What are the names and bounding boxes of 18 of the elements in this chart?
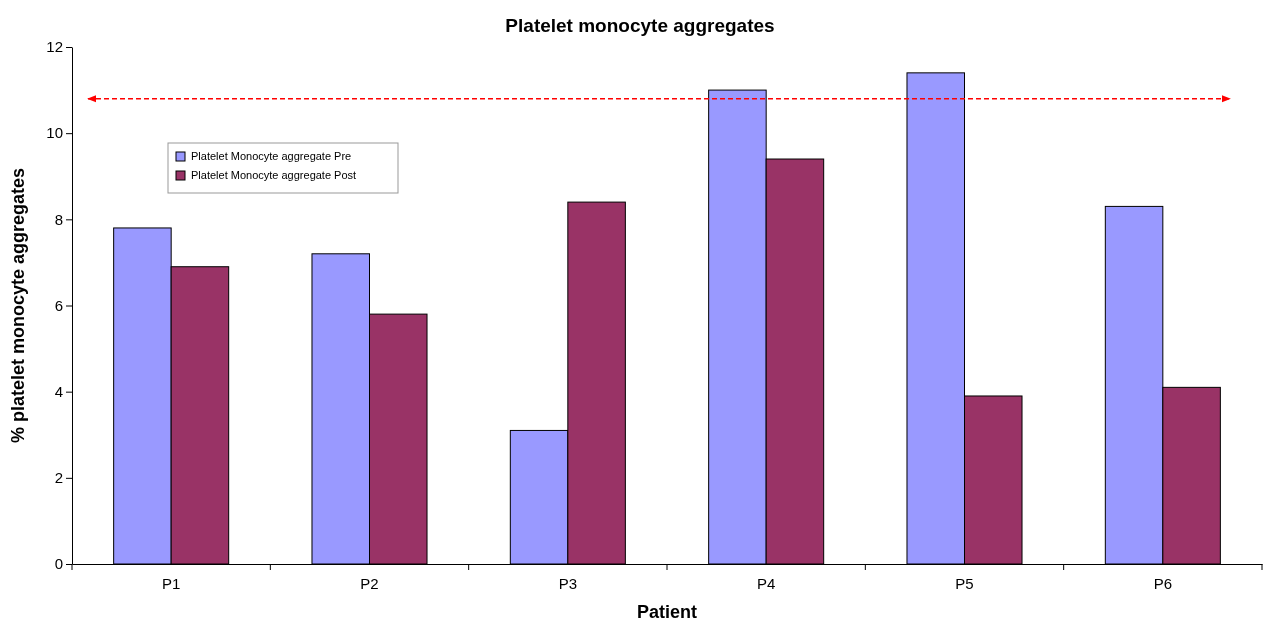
chart-title: Platelet monocyte aggregates (505, 15, 775, 36)
y-axis-title: % platelet monocyte aggregates (8, 167, 28, 444)
y-tick-label: 10 (46, 124, 63, 142)
x-axis-title: Patient (636, 602, 698, 622)
y-tick-label: 0 (54, 555, 63, 573)
x-tick-label: P4 (756, 574, 776, 592)
legend-label: Platelet Monocyte aggregate Post (191, 169, 357, 181)
y-tick-label: 8 (54, 210, 63, 228)
legend-label: Platelet Monocyte aggregate Pre (191, 150, 352, 162)
x-tick-label: P3 (558, 574, 578, 592)
x-tick-label: P5 (955, 574, 974, 592)
y-tick-label: 12 (46, 38, 63, 56)
x-tick-label: P1 (161, 574, 181, 592)
y-tick-label: 6 (54, 296, 63, 314)
y-tick-label: 4 (54, 382, 63, 400)
x-tick-label: P2 (360, 574, 379, 592)
x-tick-label: P6 (1153, 574, 1173, 592)
y-tick-label: 2 (54, 469, 63, 487)
